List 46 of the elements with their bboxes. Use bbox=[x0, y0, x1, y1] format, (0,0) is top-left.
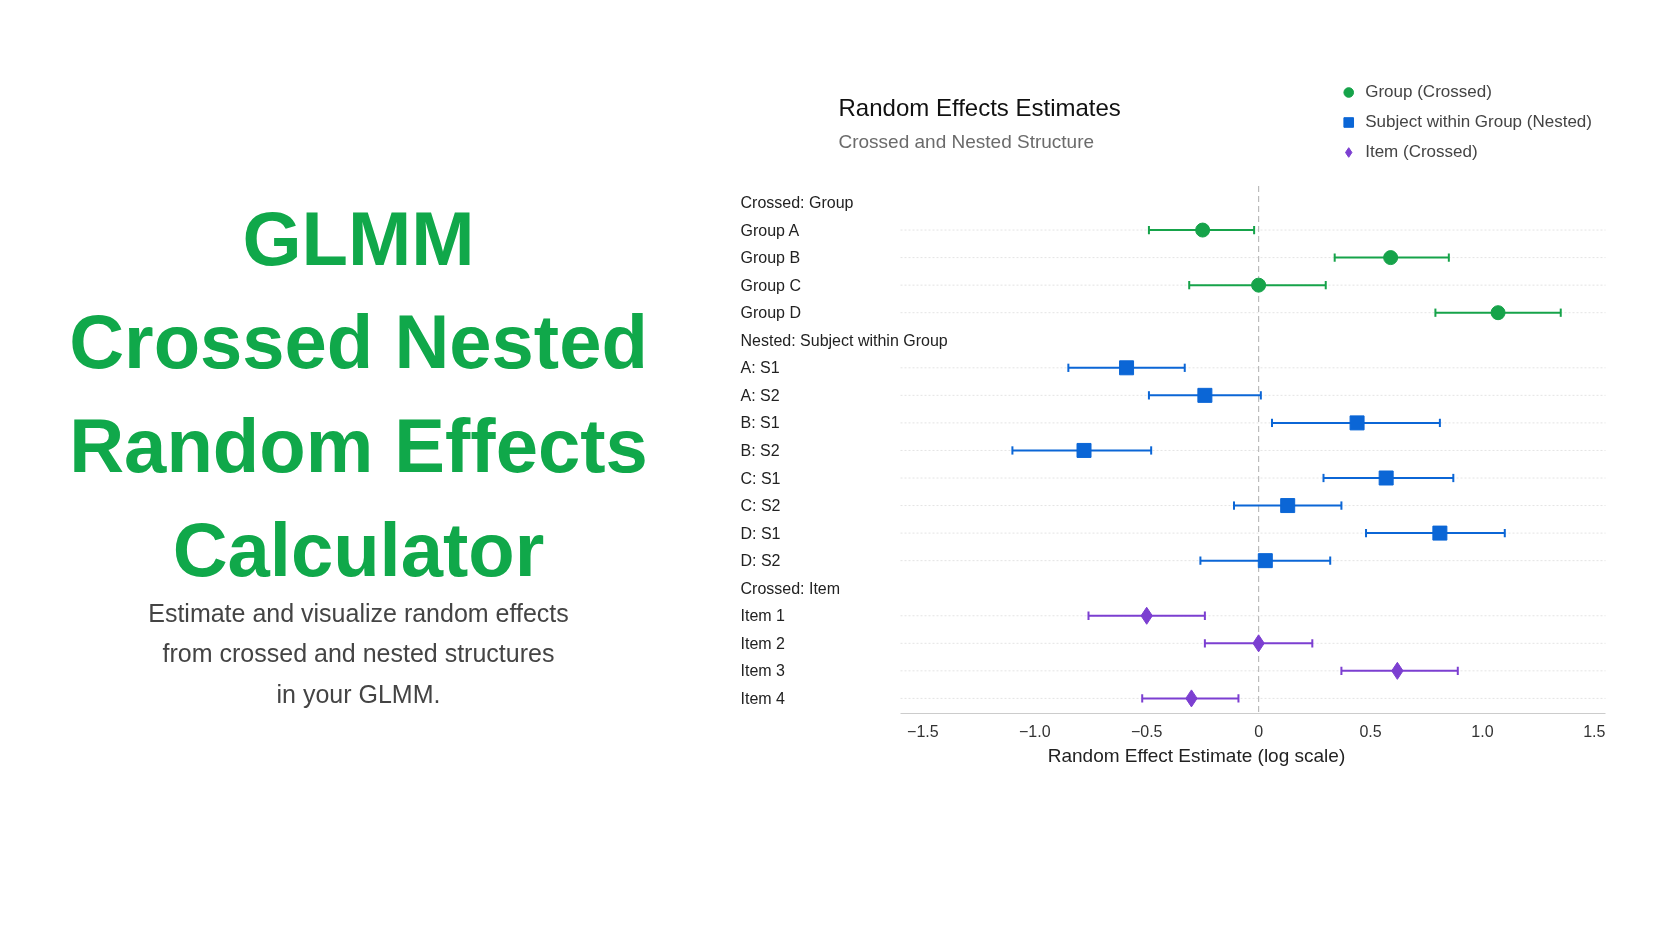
point bbox=[1349, 415, 1365, 431]
text: Estimate and visualize random effects from crossed and nested structures in your GLMM. bbox=[148, 598, 569, 708]
point bbox=[1251, 277, 1267, 293]
y-tick-label: Crossed: Group bbox=[740, 194, 854, 211]
x-tick-label: −1.5 bbox=[907, 722, 939, 740]
y-tick-label: Group A bbox=[740, 221, 800, 239]
y-tick-label: A: S1 bbox=[740, 359, 780, 377]
point bbox=[1076, 442, 1092, 458]
legend-label: Item (Crossed) bbox=[1365, 142, 1478, 162]
y-tick-label: Item 2 bbox=[740, 634, 786, 652]
y-tick-label: Crossed: Item bbox=[740, 579, 841, 597]
x-tick-label: −0.5 bbox=[1130, 722, 1163, 740]
y-tick-label: D: S1 bbox=[740, 524, 781, 542]
y-tick-label: B: S2 bbox=[740, 441, 780, 459]
x-tick-label: 1.0 bbox=[1471, 722, 1494, 740]
y-tick-label: Group D bbox=[740, 304, 801, 322]
point bbox=[1195, 222, 1211, 238]
legend-label: Group (Crossed) bbox=[1365, 82, 1492, 102]
x-tick-label: 0 bbox=[1254, 722, 1264, 740]
y-tick-label: B: S1 bbox=[740, 414, 780, 432]
y-tick-label: Item 1 bbox=[740, 607, 786, 625]
y-tick-label: C: S2 bbox=[740, 497, 781, 515]
x-tick-label: 0.5 bbox=[1359, 722, 1382, 740]
y-tick-label: Group B bbox=[740, 249, 801, 267]
x-axis-title: Random Effect Estimate (log scale) bbox=[1047, 744, 1346, 766]
y-tick-label: Nested: Subject within Group bbox=[740, 331, 948, 349]
y-tick-label: D: S2 bbox=[740, 552, 781, 570]
y-tick-label: A: S2 bbox=[740, 386, 780, 404]
x-tick-label: −1.0 bbox=[1018, 722, 1051, 740]
y-tick-label: Group C bbox=[740, 276, 801, 294]
point bbox=[1197, 387, 1213, 403]
text: GLMM Crossed Nested Random Effects Calculator bbox=[69, 195, 648, 592]
y-tick-label: Item 3 bbox=[740, 662, 786, 680]
point bbox=[1490, 305, 1506, 321]
point bbox=[1257, 553, 1273, 569]
y-tick-label: Item 4 bbox=[740, 689, 786, 707]
chart-subtitle: Crossed and Nested Structure bbox=[838, 131, 1095, 152]
point bbox=[1378, 470, 1394, 486]
legend-label: Subject within Group (Nested) bbox=[1365, 112, 1592, 132]
x-tick-label: 1.5 bbox=[1583, 722, 1606, 740]
y-tick-label: C: S1 bbox=[740, 469, 781, 487]
point bbox=[1280, 498, 1296, 514]
point bbox=[1119, 360, 1135, 376]
point bbox=[1432, 525, 1448, 541]
point bbox=[1383, 250, 1399, 266]
chart-title: Random Effects Estimates bbox=[838, 94, 1121, 121]
